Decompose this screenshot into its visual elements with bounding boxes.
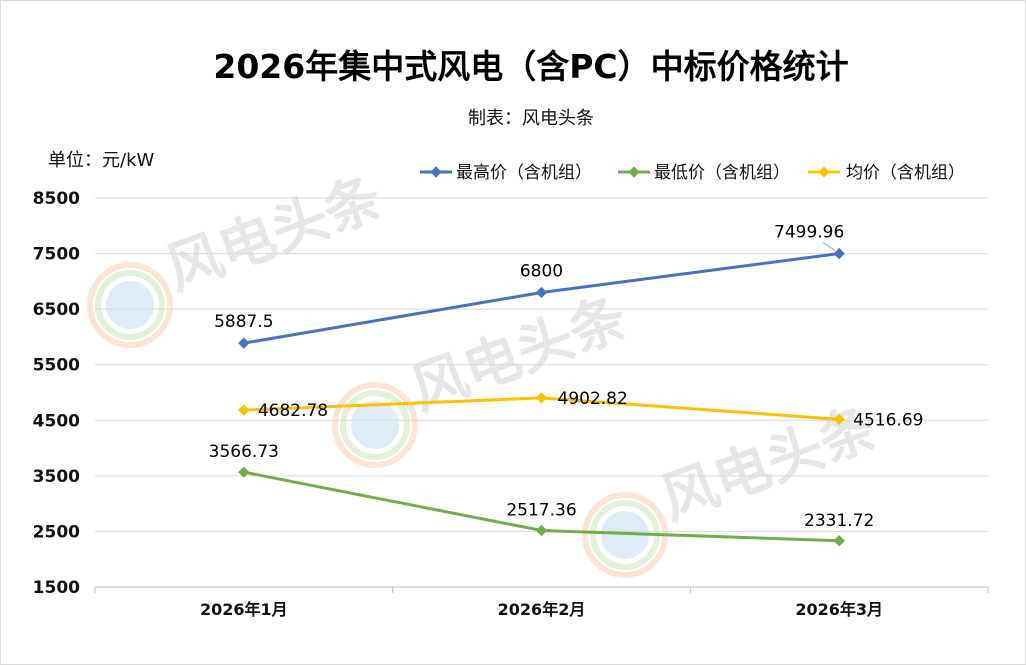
chart-title: 2026年集中式风电（含PC）中标价格统计: [213, 47, 848, 86]
y-tick-label: 3500: [33, 467, 80, 487]
data-label-max: 6800: [520, 261, 563, 281]
legend-label-avg: 均价（含机组）: [846, 163, 965, 183]
data-label-avg: 4902.82: [558, 389, 628, 409]
y-tick-label: 4500: [33, 411, 80, 431]
point-max: [833, 247, 845, 260]
point-avg: [535, 392, 548, 404]
point-min: [535, 524, 548, 537]
legend-item-avg: 均价（含机组）: [808, 163, 965, 183]
data-label-avg: 4682.78: [258, 401, 328, 421]
data-label-avg: 4516.69: [853, 410, 923, 430]
label-leader-line: [822, 242, 836, 251]
legend-item-max: 最高价（含机组）: [420, 163, 592, 183]
data-label-max: 7499.96: [774, 223, 844, 243]
point-avg: [238, 404, 250, 416]
legend-item-min: 最低价（含机组）: [618, 163, 790, 183]
point-max: [238, 337, 250, 349]
watermark-text: 风电头条: [158, 165, 391, 303]
y-tick-label: 2500: [33, 522, 80, 542]
x-tick-label: 2026年3月: [795, 600, 883, 619]
x-tick-label: 2026年1月: [200, 600, 288, 619]
legend-marker-avg: [818, 166, 830, 178]
point-min: [238, 466, 250, 478]
point-max: [535, 286, 548, 299]
data-label-min: 2517.36: [506, 500, 576, 520]
legend-label-min: 最低价（含机组）: [654, 163, 790, 183]
y-tick-label: 7500: [33, 245, 80, 265]
data-label-min: 3566.73: [209, 442, 279, 462]
data-label-max: 5887.5: [214, 312, 273, 332]
legend-label-max: 最高价（含机组）: [456, 163, 592, 183]
point-min: [833, 535, 845, 547]
y-tick-label: 6500: [33, 300, 80, 320]
watermark-logo-icon: [87, 262, 173, 348]
legend-marker-max: [430, 166, 442, 178]
data-labels: 5887.5 6800 7499.96 3566.73 2517.36 2331.72 46…: [209, 223, 924, 531]
data-label-min: 2331.72: [804, 511, 874, 531]
y-tick-label: 8500: [33, 189, 80, 209]
y-tick-label: 1500: [33, 578, 80, 598]
legend: 最高价（含机组） 最低价（含机组） 均价（含机组）: [420, 163, 965, 183]
x-tick-label: 2026年2月: [498, 600, 586, 619]
point-avg: [833, 413, 845, 426]
axes: 1500 2500 3500 4500 5500 6500 7500 8500 2026年1月 2…: [33, 189, 989, 619]
unit-label: 单位：元/kW: [48, 150, 154, 171]
watermark-logo-icon: [332, 382, 418, 468]
y-tick-label: 5500: [33, 356, 80, 376]
legend-marker-min: [628, 166, 640, 178]
chart-subtitle: 制表：风电头条: [468, 108, 594, 129]
series-layer: [238, 247, 845, 547]
